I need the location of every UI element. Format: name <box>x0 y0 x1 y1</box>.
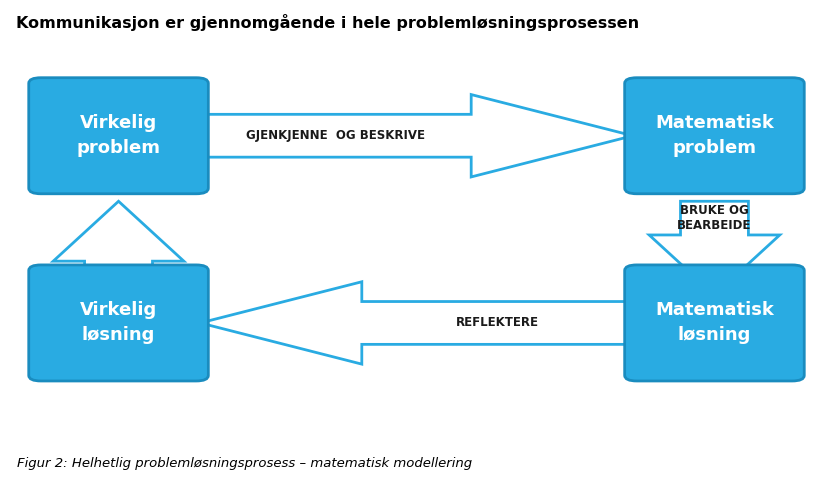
Text: REFLEKTERE: REFLEKTERE <box>456 316 539 329</box>
Text: VURDERE: VURDERE <box>87 272 150 285</box>
FancyBboxPatch shape <box>625 78 804 194</box>
Polygon shape <box>200 282 633 364</box>
Polygon shape <box>200 95 633 177</box>
Text: GJENKJENNE  OG BESKRIVE: GJENKJENNE OG BESKRIVE <box>247 129 425 142</box>
Text: Matematisk
problem: Matematisk problem <box>655 114 774 157</box>
FancyBboxPatch shape <box>28 78 208 194</box>
Polygon shape <box>53 201 184 295</box>
Text: Figur 2: Helhetlig problemløsningsprosess – matematisk modellering: Figur 2: Helhetlig problemløsningsproses… <box>17 457 471 470</box>
Text: Virkelig
problem: Virkelig problem <box>77 114 161 157</box>
Text: Matematisk
løsning: Matematisk løsning <box>655 301 774 345</box>
Text: Virkelig
løsning: Virkelig løsning <box>80 301 157 345</box>
Polygon shape <box>649 201 780 295</box>
Text: Kommunikasjon er gjennomgående i hele problemløsningsprosessen: Kommunikasjon er gjennomgående i hele pr… <box>17 14 640 31</box>
FancyBboxPatch shape <box>625 265 804 381</box>
Text: BRUKE OG
BEARBEIDE: BRUKE OG BEARBEIDE <box>677 204 751 232</box>
FancyBboxPatch shape <box>28 265 208 381</box>
